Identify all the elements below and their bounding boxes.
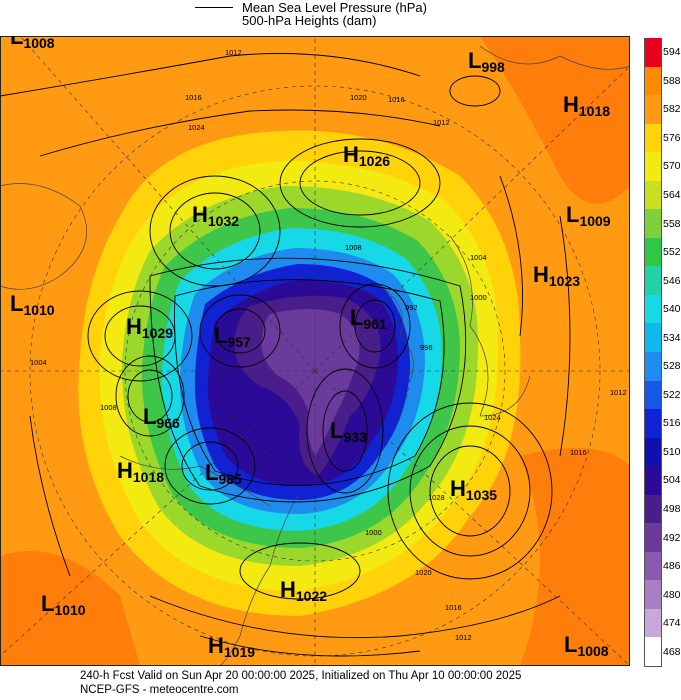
colorbar-label: 594 xyxy=(663,46,681,59)
colorbar-label: 540 xyxy=(663,303,681,316)
colorbar-label: 552 xyxy=(663,246,681,259)
colorbar-label: 504 xyxy=(663,474,681,487)
map-frame xyxy=(0,36,630,666)
isobar-label: 1000 xyxy=(365,528,382,537)
colorbar-label: 588 xyxy=(663,74,681,87)
isobar-label: 1012 xyxy=(455,633,472,642)
colorbar-cell xyxy=(644,123,662,154)
legend-line-swatch xyxy=(195,7,233,8)
legend: Mean Sea Level Pressure (hPa) 500-hPa He… xyxy=(0,0,681,34)
colorbar-label: 498 xyxy=(663,503,681,515)
height-colorbar: 594 588 582 576 570 564 558 552 546 540 534 528 522 5… xyxy=(644,38,681,667)
colorbar-cell xyxy=(644,437,662,468)
colorbar-label: 582 xyxy=(663,103,681,116)
colorbar-cell xyxy=(644,551,662,582)
isobar-label: 1016 xyxy=(445,603,462,612)
isobar-label: 1028 xyxy=(428,493,445,502)
graticule xyxy=(0,36,630,666)
colorbar-cell xyxy=(644,523,662,553)
colorbar-cell xyxy=(644,323,662,353)
colorbar-cell xyxy=(644,380,662,411)
isobar-label: 1016 xyxy=(570,448,587,457)
isobars xyxy=(0,53,571,657)
isobar-label: 1024 xyxy=(188,123,205,132)
coastlines xyxy=(0,45,630,666)
colorbar-label: 576 xyxy=(663,131,681,144)
isobar-label: 1020 xyxy=(350,93,367,102)
colorbar-label: 534 xyxy=(663,331,681,344)
legend-mslp-label: Mean Sea Level Pressure (hPa) xyxy=(242,0,427,15)
isobar-label: 1012 xyxy=(610,388,627,397)
footer-source: NCEP-GFS - meteocentre.com xyxy=(80,684,239,696)
pressure-center: L1008 xyxy=(10,36,55,51)
isobar-label: 1004 xyxy=(470,253,487,262)
colorbar-label: 474 xyxy=(663,617,681,630)
colorbar-cell xyxy=(644,66,662,97)
height-field-588-sw xyxy=(0,551,140,666)
height-field-492 xyxy=(261,309,360,456)
isobar-labels: 1012 1016 1020 1024 1016 1012 1008 1004 1000 996 9… xyxy=(30,48,627,642)
isobar-label: 996 xyxy=(420,343,433,352)
isobar-label: 1000 xyxy=(470,293,487,302)
colorbar-label: 528 xyxy=(663,360,681,373)
colorbar-cell xyxy=(644,38,662,68)
colorbar-cell xyxy=(644,352,662,382)
isobar-label: 1012 xyxy=(225,48,242,57)
colorbar-label: 492 xyxy=(663,531,681,544)
height-field-588-se xyxy=(520,448,630,666)
isobar-label: 1008 xyxy=(100,403,117,412)
colorbar-cell xyxy=(644,494,662,525)
colorbar-cell xyxy=(644,580,662,610)
colorbar-label: 564 xyxy=(663,189,681,201)
pressure-center: L998 xyxy=(468,48,505,75)
colorbar-label: 516 xyxy=(663,417,681,430)
legend-height-label: 500-hPa Heights (dam) xyxy=(242,13,377,28)
isobar-label: 1012 xyxy=(433,118,450,127)
colorbar-label: 570 xyxy=(663,160,681,173)
colorbar-cell xyxy=(644,637,662,667)
pressure-center: L985 xyxy=(205,460,242,487)
colorbar-cell xyxy=(644,294,662,325)
isobar-label: 1016 xyxy=(185,93,202,102)
isobar-label: 1016 xyxy=(388,95,405,104)
colorbar-label: 558 xyxy=(663,217,681,230)
colorbar-cell xyxy=(644,237,662,268)
colorbar-cell xyxy=(644,180,662,211)
isobar-label: 1004 xyxy=(30,358,47,367)
colorbar-label: 480 xyxy=(663,588,681,601)
colorbar-cell xyxy=(644,608,662,639)
colorbar-label: 546 xyxy=(663,274,681,287)
isobar-label: 1024 xyxy=(484,413,501,422)
colorbar-label: 522 xyxy=(663,388,681,401)
colorbar-cell xyxy=(644,409,662,439)
isobar-label: 992 xyxy=(405,303,418,312)
height-field-588-ne xyxy=(480,36,630,204)
forecast-map: 1012 1016 1020 1024 1016 1012 1008 1004 1000 996 9… xyxy=(0,36,630,666)
colorbar-cell xyxy=(644,266,662,296)
colorbar-label: 486 xyxy=(663,560,681,573)
isobar-label: 1020 xyxy=(415,568,432,577)
colorbar-cell xyxy=(644,466,662,496)
colorbar-cell xyxy=(644,209,662,239)
colorbar-label: 468 xyxy=(663,645,681,658)
footer-valid-time: 240-h Fcst Valid on Sun Apr 20 00:00:00 … xyxy=(80,670,522,682)
colorbar-cell xyxy=(644,95,662,125)
colorbar-cell xyxy=(644,152,662,182)
colorbar-label: 510 xyxy=(663,445,681,458)
isobar-label: 1008 xyxy=(345,243,362,252)
